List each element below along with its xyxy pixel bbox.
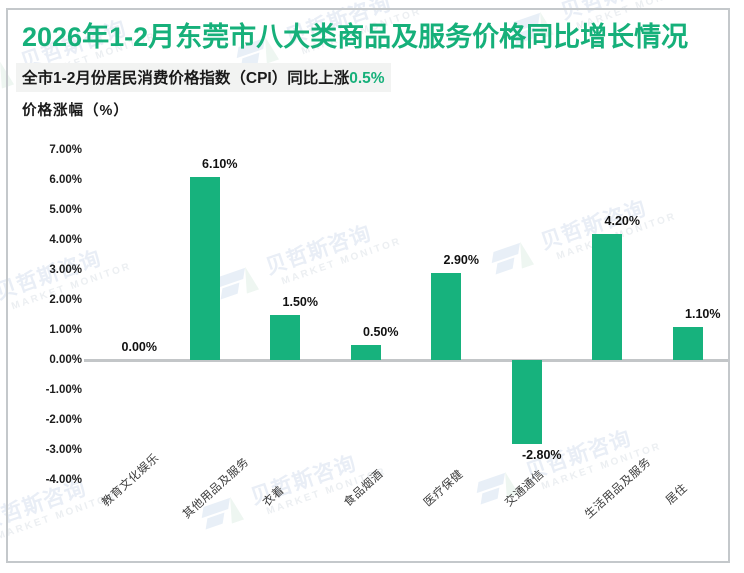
chart-header: 2026年1-2月东莞市八大类商品及服务价格同比增长情况 全市1-2月份居民消费… [8,10,728,120]
y-axis-tick-label: 6.00% [49,174,82,186]
bar-value-label: 1.50% [282,295,318,309]
subtitle-text: 全市1-2月份居民消费价格指数（CPI）同比上涨 [22,70,350,88]
bar[interactable] [270,315,301,360]
bar[interactable] [672,327,703,360]
plot-wrapper: 7.00% 6.00% 5.00% 4.00% 3.00% 2.00% 1.00% 0.00%… [8,144,728,561]
x-axis-category-label: 衣着 [261,484,288,510]
bar-value-label: 0.00% [121,340,157,354]
plot-area: 0.00% 6.10% 1.50% 0.50% 2.90% -2.80% 4.20% 1.10… [84,150,728,480]
bar-value-label: 6.10% [202,157,238,171]
y-axis-tick-label: 1.00% [49,324,82,336]
bar[interactable] [431,273,462,360]
y-axis-tick-label: 2.00% [49,294,82,306]
subtitle-banner: 全市1-2月份居民消费价格指数（CPI）同比上涨0.5% [16,63,391,93]
bar-value-label: 1.10% [685,307,721,321]
bar-value-label: 0.50% [363,325,399,339]
x-axis-labels: 教育文化娱乐 其他用品及服务 衣着 食品烟酒 医疗保健 交通通信 生活用品及服务 居住 [84,452,728,561]
page-title: 2026年1-2月东莞市八大类商品及服务价格同比增长情况 [22,22,689,52]
bar-value-label: -2.80% [521,448,562,462]
chart-frame: 2026年1-2月东莞市八大类商品及服务价格同比增长情况 全市1-2月份居民消费… [6,8,730,563]
bar-value-label: 2.90% [443,253,479,267]
bar-value-label: 4.20% [604,214,640,228]
zero-baseline [84,359,728,362]
y-axis-tick-label: -2.00% [45,414,82,426]
y-axis-tick-label: -1.00% [45,384,82,396]
bar[interactable] [511,360,542,444]
y-axis-unit-label: 价格涨幅（%） [22,103,129,120]
bar[interactable] [350,345,381,360]
y-axis-tick-label: 7.00% [49,144,82,156]
y-axis-tick-label: 0.00% [49,354,82,366]
y-axis: 7.00% 6.00% 5.00% 4.00% 3.00% 2.00% 1.00% 0.00%… [8,144,82,486]
x-axis-category-label: 居住 [663,482,690,508]
y-axis-tick-label: 3.00% [49,264,82,276]
bar[interactable] [592,234,623,360]
y-axis-tick-label: 5.00% [49,204,82,216]
y-axis-tick-label: -3.00% [45,444,82,456]
bar[interactable] [189,177,220,360]
y-axis-tick-label: -4.00% [45,474,82,486]
y-axis-tick-label: 4.00% [49,234,82,246]
subtitle-highlight-value: 0.5% [349,70,385,88]
